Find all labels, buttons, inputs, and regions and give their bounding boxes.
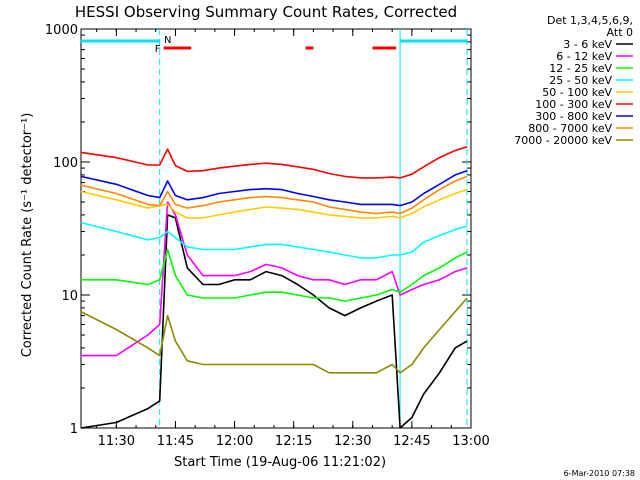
series-line (80, 188, 468, 219)
y-axis-label: Corrected Count Rate (s⁻¹ detector⁻¹) (20, 113, 35, 358)
series-line (80, 146, 468, 179)
flag-label: F (155, 44, 161, 55)
series-line (80, 201, 468, 357)
y-axis: 1 10 100 1000 (45, 23, 471, 437)
series-line (80, 248, 468, 302)
legend-label: 25 - 50 keV (549, 74, 612, 87)
y-tick-label: 100 (53, 156, 78, 171)
legend-label: 7000 - 20000 keV (514, 134, 612, 147)
x-tick-label: 12:45 (393, 434, 430, 449)
x-tick-label: 13:00 (452, 434, 489, 449)
legend-header-detectors: Det 1,3,4,5,6,9, (547, 14, 633, 27)
legend-header-attenuator: Att 0 (607, 26, 633, 39)
y-tick-label: 10 (61, 289, 78, 304)
legend-header: Det 1,3,4,5,6,9, Att 0 (547, 14, 633, 39)
y-tick-label: 1000 (45, 23, 78, 38)
legend-label: 800 - 7000 keV (528, 122, 612, 135)
legend-label: 12 - 25 keV (549, 62, 612, 75)
series-line (80, 214, 468, 429)
x-tick-label: 11:45 (157, 434, 194, 449)
legend-label: 6 - 12 keV (556, 50, 612, 63)
series-line (80, 169, 468, 207)
legend-label: 3 - 6 keV (563, 38, 612, 51)
chart-title: HESSI Observing Summary Count Rates, Cor… (75, 3, 457, 21)
series-line (80, 297, 468, 374)
series-line (80, 221, 468, 259)
x-axis: 11:30 11:45 12:00 12:15 12:30 12:45 13:00 (96, 29, 490, 449)
x-tick-label: 12:15 (275, 434, 312, 449)
legend-label: 50 - 100 keV (542, 86, 612, 99)
series-line (80, 175, 468, 215)
x-tick-label: 11:30 (98, 434, 135, 449)
x-tick-label: 12:00 (216, 434, 253, 449)
series-lines (80, 146, 468, 429)
y-tick-label: 1 (70, 422, 78, 437)
flag-bars: NF (80, 35, 468, 55)
legend-label: 300 - 800 keV (535, 110, 612, 123)
generated-timestamp: 6-Mar-2010 07:38 (564, 469, 635, 478)
legend-label: 100 - 300 keV (535, 98, 612, 111)
x-axis-label: Start Time (19-Aug-06 11:21:02) (174, 455, 386, 470)
marker-lines (159, 29, 468, 428)
x-tick-label: 12:30 (334, 434, 371, 449)
plot-frame (80, 28, 472, 429)
flag-label: N (164, 35, 171, 46)
